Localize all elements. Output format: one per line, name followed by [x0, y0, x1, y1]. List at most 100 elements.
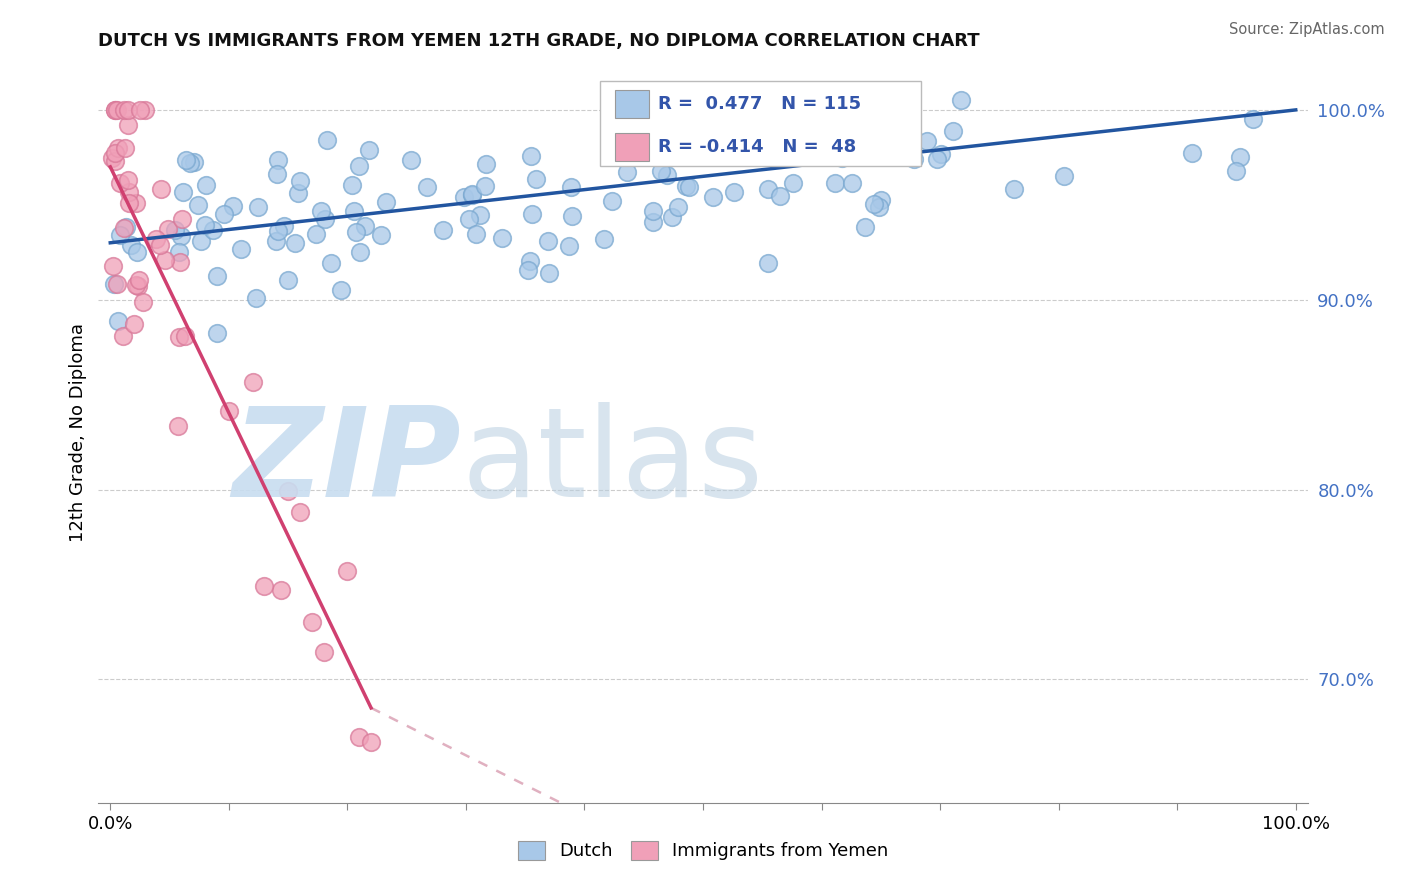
Point: [769, 189, 792, 203]
Point: [112, 329, 135, 343]
Point: [267, 153, 290, 167]
Point: [118, 186, 141, 200]
Point: [273, 219, 295, 233]
Point: [170, 229, 193, 244]
Point: [491, 231, 513, 245]
Point: [723, 185, 745, 199]
Point: [172, 212, 194, 227]
Point: [194, 219, 217, 233]
Point: [626, 113, 648, 128]
Point: [288, 174, 311, 188]
Point: [600, 194, 623, 209]
Point: [120, 237, 142, 252]
Point: [537, 234, 560, 248]
Point: [917, 134, 939, 148]
Point: [108, 228, 131, 243]
Point: [174, 153, 197, 167]
Point: [1225, 164, 1247, 178]
Point: [245, 291, 267, 305]
Point: [165, 223, 187, 237]
Point: [104, 103, 127, 117]
Point: [125, 196, 148, 211]
Point: [748, 94, 770, 108]
Point: [524, 172, 547, 186]
Point: [114, 141, 136, 155]
Point: [468, 208, 491, 222]
Point: [156, 221, 179, 235]
Point: [117, 119, 139, 133]
Text: R =  0.477   N = 115: R = 0.477 N = 115: [658, 95, 862, 113]
Point: [205, 268, 228, 283]
Point: [605, 146, 627, 161]
Point: [517, 263, 540, 277]
Point: [105, 277, 128, 291]
Point: [870, 193, 893, 207]
Point: [270, 583, 292, 598]
Point: [616, 165, 638, 179]
Point: [214, 207, 236, 221]
Point: [616, 142, 638, 156]
Legend: Dutch, Immigrants from Yemen: Dutch, Immigrants from Yemen: [517, 841, 889, 861]
Point: [344, 226, 367, 240]
Point: [242, 375, 264, 389]
Point: [202, 223, 225, 237]
Point: [782, 176, 804, 190]
Point: [801, 94, 824, 108]
Point: [117, 173, 139, 187]
Point: [107, 141, 129, 155]
Point: [330, 283, 353, 297]
Point: [105, 103, 128, 117]
Point: [218, 404, 240, 418]
Point: [1181, 145, 1204, 160]
Point: [127, 244, 149, 259]
Point: [831, 151, 853, 165]
Point: [246, 201, 269, 215]
Point: [929, 147, 952, 161]
Point: [149, 238, 172, 252]
Point: [277, 273, 299, 287]
Point: [314, 212, 336, 227]
FancyBboxPatch shape: [614, 90, 648, 119]
Point: [149, 182, 172, 196]
Point: [104, 154, 127, 169]
Point: [104, 103, 127, 117]
Point: [222, 199, 245, 213]
Point: [103, 259, 125, 273]
Point: [863, 197, 886, 211]
Point: [253, 579, 276, 593]
Point: [592, 231, 614, 245]
Point: [668, 200, 690, 214]
Point: [942, 124, 965, 138]
Point: [841, 176, 863, 190]
Point: [167, 330, 190, 344]
Point: [675, 179, 697, 194]
Point: [166, 419, 188, 434]
Point: [312, 644, 335, 658]
Point: [343, 203, 366, 218]
Point: [1229, 150, 1251, 164]
Point: [702, 190, 724, 204]
Point: [173, 329, 195, 343]
Point: [319, 256, 342, 270]
Point: [657, 168, 679, 182]
Point: [560, 180, 582, 194]
Point: [461, 187, 484, 202]
Point: [172, 186, 194, 200]
Point: [134, 103, 156, 117]
Point: [538, 266, 561, 280]
Point: [117, 103, 139, 117]
Text: Source: ZipAtlas.com: Source: ZipAtlas.com: [1229, 22, 1385, 37]
Point: [811, 126, 834, 140]
Point: [650, 145, 672, 160]
Point: [641, 204, 664, 219]
Point: [104, 146, 127, 161]
Point: [309, 204, 332, 219]
Point: [187, 198, 209, 212]
Point: [868, 200, 890, 214]
Point: [824, 176, 846, 190]
Point: [264, 234, 287, 248]
FancyBboxPatch shape: [600, 81, 921, 166]
Point: [1241, 112, 1264, 126]
Point: [122, 318, 145, 332]
Y-axis label: 12th Grade, No Diploma: 12th Grade, No Diploma: [69, 323, 87, 542]
